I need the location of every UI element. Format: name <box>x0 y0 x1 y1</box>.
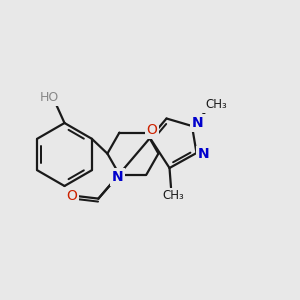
Text: O: O <box>146 123 157 137</box>
Text: N: N <box>192 116 203 130</box>
Text: N: N <box>112 170 124 184</box>
Text: CH₃: CH₃ <box>163 189 184 203</box>
Text: O: O <box>67 189 77 203</box>
Text: N: N <box>197 148 209 161</box>
Text: CH₃: CH₃ <box>205 98 227 112</box>
Text: HO: HO <box>40 91 59 104</box>
